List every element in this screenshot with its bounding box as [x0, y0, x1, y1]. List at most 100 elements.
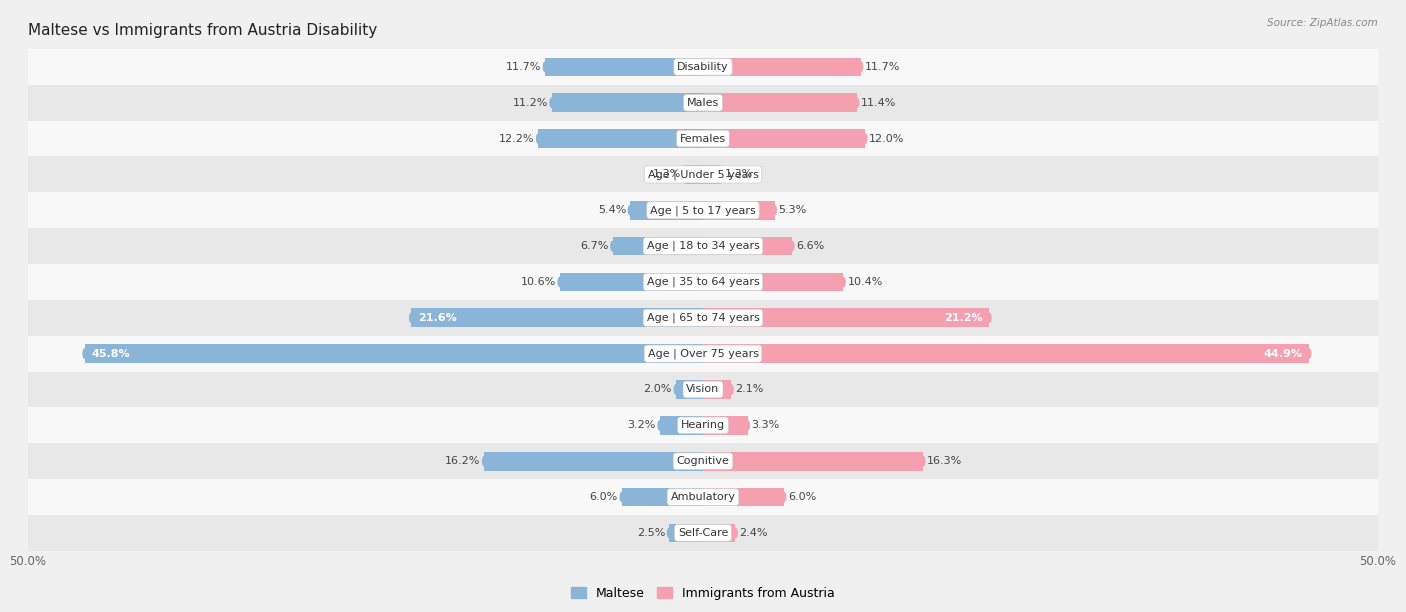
Text: 16.2%: 16.2% — [444, 456, 481, 466]
Circle shape — [482, 457, 486, 466]
Text: Males: Males — [688, 98, 718, 108]
Text: 11.4%: 11.4% — [860, 98, 896, 108]
Bar — [621, 488, 703, 506]
Bar — [28, 228, 1378, 264]
Bar — [484, 452, 703, 471]
Text: 2.0%: 2.0% — [644, 384, 672, 395]
Text: Age | 65 to 74 years: Age | 65 to 74 years — [647, 313, 759, 323]
Text: 2.1%: 2.1% — [735, 384, 763, 395]
Bar — [703, 523, 735, 542]
Circle shape — [734, 528, 737, 537]
Bar — [703, 58, 860, 76]
Circle shape — [863, 134, 866, 143]
Circle shape — [550, 98, 554, 107]
Bar — [703, 237, 792, 255]
Circle shape — [718, 170, 723, 179]
Bar — [412, 308, 703, 327]
Circle shape — [790, 242, 794, 251]
Text: 11.7%: 11.7% — [506, 62, 541, 72]
Text: Hearing: Hearing — [681, 420, 725, 430]
Bar — [703, 272, 844, 291]
Text: Disability: Disability — [678, 62, 728, 72]
Bar — [28, 157, 1378, 192]
Circle shape — [1308, 349, 1310, 358]
Circle shape — [859, 62, 863, 72]
Text: 1.3%: 1.3% — [724, 170, 752, 179]
Text: 21.6%: 21.6% — [418, 313, 457, 323]
Bar — [28, 408, 1378, 443]
Bar — [703, 201, 775, 220]
Text: 11.2%: 11.2% — [512, 98, 548, 108]
Circle shape — [537, 134, 540, 143]
Bar — [28, 479, 1378, 515]
Text: Source: ZipAtlas.com: Source: ZipAtlas.com — [1267, 18, 1378, 28]
Circle shape — [628, 206, 631, 215]
Legend: Maltese, Immigrants from Austria: Maltese, Immigrants from Austria — [567, 582, 839, 605]
Text: Vision: Vision — [686, 384, 720, 395]
Circle shape — [745, 420, 749, 430]
Text: Cognitive: Cognitive — [676, 456, 730, 466]
Bar — [546, 58, 703, 76]
Text: 3.2%: 3.2% — [627, 420, 655, 430]
Bar — [28, 85, 1378, 121]
Text: 12.2%: 12.2% — [499, 133, 534, 144]
Bar — [28, 336, 1378, 371]
Bar — [703, 345, 1309, 363]
Bar — [613, 237, 703, 255]
Circle shape — [855, 98, 859, 107]
Bar — [659, 416, 703, 435]
Circle shape — [987, 313, 991, 323]
Text: 2.5%: 2.5% — [637, 528, 665, 538]
Bar — [703, 94, 856, 112]
Text: 1.3%: 1.3% — [654, 170, 682, 179]
Text: Age | Over 75 years: Age | Over 75 years — [648, 348, 758, 359]
Circle shape — [83, 349, 87, 358]
Bar — [28, 49, 1378, 85]
Circle shape — [773, 206, 776, 215]
Circle shape — [921, 457, 925, 466]
Text: Age | Under 5 years: Age | Under 5 years — [648, 169, 758, 180]
Bar — [560, 272, 703, 291]
Text: Females: Females — [681, 133, 725, 144]
Text: 2.4%: 2.4% — [740, 528, 768, 538]
Bar — [84, 345, 703, 363]
Circle shape — [409, 313, 413, 323]
Text: 45.8%: 45.8% — [91, 349, 131, 359]
Text: Maltese vs Immigrants from Austria Disability: Maltese vs Immigrants from Austria Disab… — [28, 23, 377, 38]
Text: Ambulatory: Ambulatory — [671, 492, 735, 502]
Bar — [703, 129, 865, 148]
Bar — [28, 192, 1378, 228]
Bar — [28, 443, 1378, 479]
Text: 6.7%: 6.7% — [581, 241, 609, 251]
Text: 6.6%: 6.6% — [796, 241, 824, 251]
Bar — [28, 300, 1378, 336]
Text: Age | 35 to 64 years: Age | 35 to 64 years — [647, 277, 759, 287]
Bar — [538, 129, 703, 148]
Text: 5.3%: 5.3% — [779, 205, 807, 215]
Text: 10.4%: 10.4% — [848, 277, 883, 287]
Bar — [630, 201, 703, 220]
Bar — [669, 523, 703, 542]
Circle shape — [842, 277, 845, 286]
Bar — [28, 515, 1378, 551]
Bar — [686, 165, 703, 184]
Text: 5.4%: 5.4% — [598, 205, 626, 215]
Text: 3.3%: 3.3% — [752, 420, 780, 430]
Circle shape — [730, 385, 733, 394]
Bar — [676, 380, 703, 399]
Bar — [703, 488, 785, 506]
Text: Age | 5 to 17 years: Age | 5 to 17 years — [650, 205, 756, 215]
Bar — [703, 380, 731, 399]
Circle shape — [782, 493, 786, 502]
Text: 6.0%: 6.0% — [787, 492, 817, 502]
Text: 12.0%: 12.0% — [869, 133, 904, 144]
Bar — [28, 371, 1378, 408]
Circle shape — [558, 277, 561, 286]
Circle shape — [658, 420, 662, 430]
Bar — [551, 94, 703, 112]
Text: Self-Care: Self-Care — [678, 528, 728, 538]
Text: 16.3%: 16.3% — [927, 456, 962, 466]
Text: 10.6%: 10.6% — [520, 277, 555, 287]
Circle shape — [668, 528, 671, 537]
Bar — [28, 264, 1378, 300]
